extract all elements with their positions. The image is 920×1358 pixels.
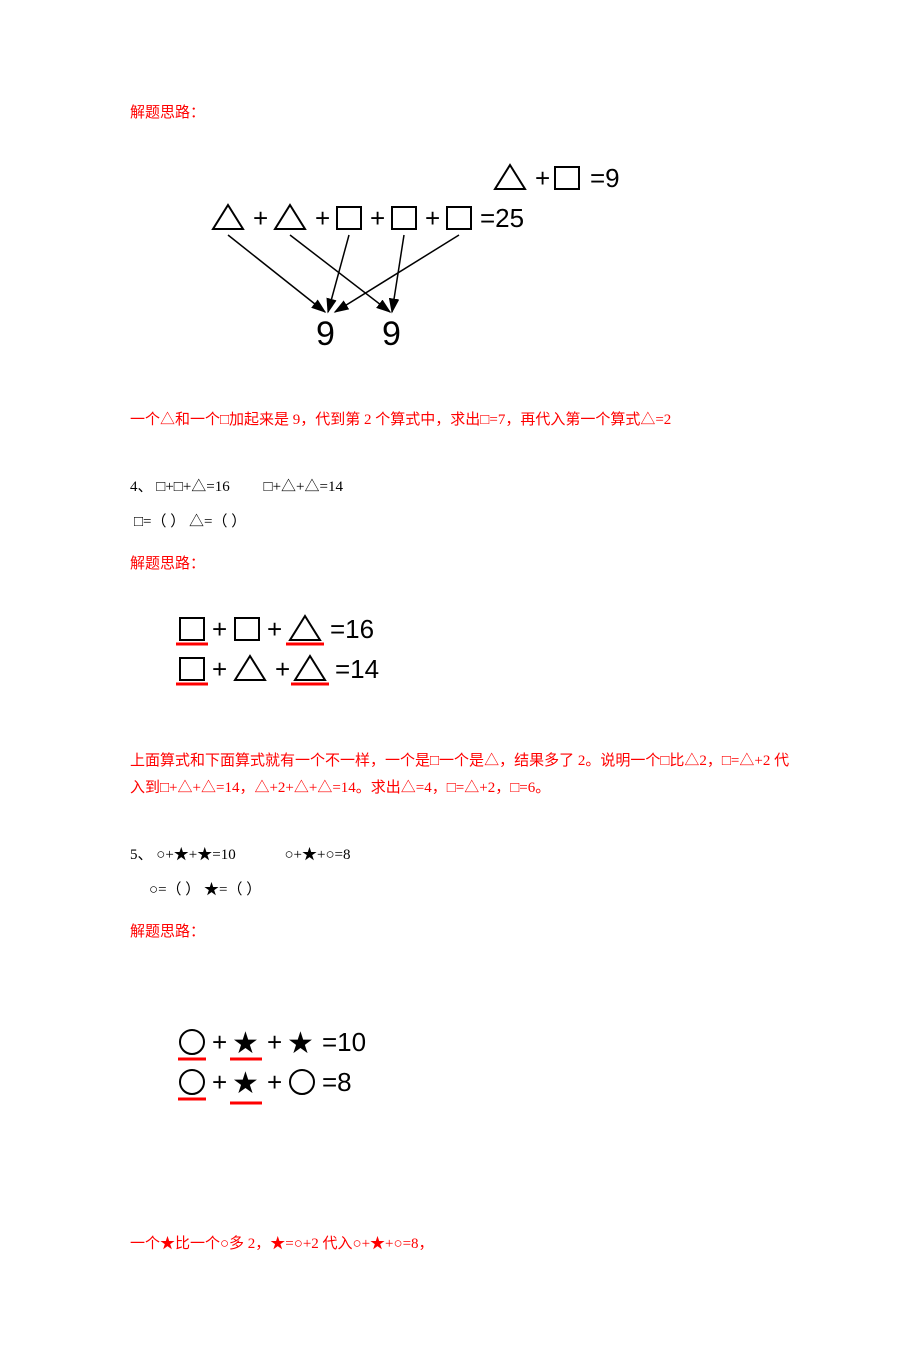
svg-text:+: +: [315, 203, 330, 233]
svg-text:+: +: [212, 1067, 227, 1097]
document-page: 解题思路： + =9 + + + + =25: [0, 0, 920, 1358]
svg-text:+: +: [275, 654, 290, 684]
svg-text:+: +: [267, 614, 282, 644]
svg-text:+: +: [212, 654, 227, 684]
problem4-eq2: □+△+△=14: [264, 479, 343, 495]
svg-text:+: +: [212, 1027, 227, 1057]
section3-heading: 解题思路：: [130, 100, 790, 127]
section4-explanation: 上面算式和下面算式就有一个不一样，一个是□一个是△，结果多了 2。说明一个□比△…: [130, 748, 790, 802]
section4-diagram: + + =16 + + =14: [130, 608, 790, 718]
problem5-number: 5、: [130, 847, 153, 863]
section5-explanation: 一个★比一个○多 2，★=○+2 代入○+★+○=8，: [130, 1231, 790, 1258]
svg-text:+: +: [253, 203, 268, 233]
svg-text:=9: =9: [590, 163, 620, 193]
svg-text:=25: =25: [480, 203, 524, 233]
problem4-answer: □=（ ） △=（ ）: [134, 509, 790, 536]
svg-text:+: +: [267, 1027, 282, 1057]
svg-text:=14: =14: [335, 654, 379, 684]
section5-heading: 解题思路：: [130, 919, 790, 946]
problem4-line1: 4、 □+□+△=16 □+△+△=14: [130, 474, 790, 501]
problem5-answer: ○=（ ） ★=（ ）: [134, 877, 790, 904]
svg-text:9: 9: [382, 315, 401, 353]
svg-text:★: ★: [287, 1027, 314, 1060]
svg-text:=16: =16: [330, 614, 374, 644]
problem5-line1: 5、 ○+★+★=10 ○+★+○=8: [130, 842, 790, 869]
svg-text:=8: =8: [322, 1067, 352, 1097]
section5-diagram: + ★ + ★ =10 + ★ + =8: [130, 1021, 790, 1141]
svg-text:★: ★: [232, 1027, 259, 1060]
section3-explanation: 一个△和一个□加起来是 9，代到第 2 个算式中，求出□=7，再代入第一个算式△…: [130, 407, 790, 434]
svg-text:+: +: [425, 203, 440, 233]
svg-text:+: +: [535, 163, 550, 193]
svg-text:+: +: [212, 614, 227, 644]
problem4-eq1: □+□+△=16: [156, 479, 230, 495]
svg-text:=10: =10: [322, 1027, 366, 1057]
svg-text:★: ★: [232, 1067, 259, 1100]
svg-text:+: +: [370, 203, 385, 233]
svg-text:+: +: [267, 1067, 282, 1097]
section3-diagram: + =9 + + + + =25: [130, 157, 790, 377]
problem5-eq2: ○+★+○=8: [284, 847, 350, 863]
section4-heading: 解题思路：: [130, 551, 790, 578]
problem5-eq1: ○+★+★=10: [156, 847, 235, 863]
problem4-number: 4、: [130, 479, 153, 495]
svg-text:9: 9: [316, 315, 335, 353]
